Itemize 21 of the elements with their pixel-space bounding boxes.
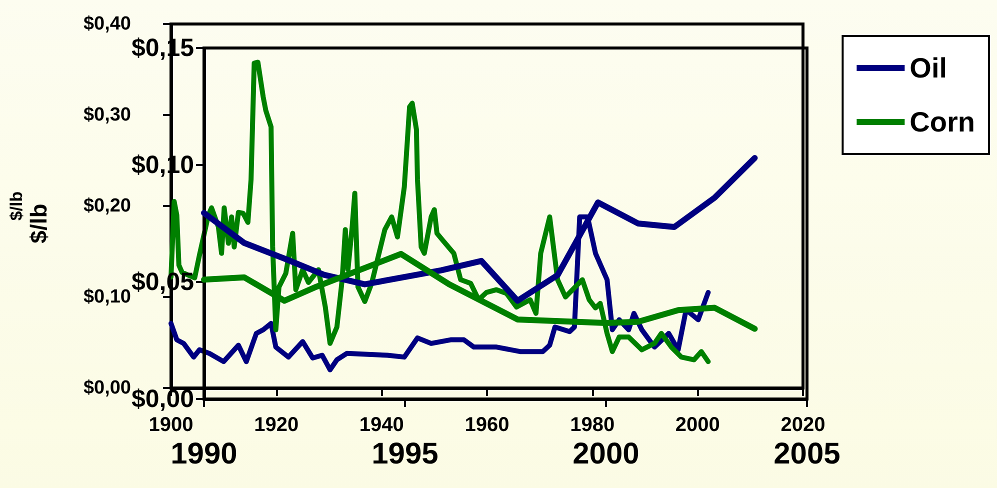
y-tick-label: $0,30 bbox=[83, 104, 131, 126]
x-tick-label: 1960 bbox=[464, 414, 510, 436]
legend-label: Oil bbox=[910, 52, 948, 84]
y-tick-label: $0,00 bbox=[131, 385, 194, 413]
y-axis-title: $/lb bbox=[7, 191, 26, 221]
x-tick-label: 1995 bbox=[372, 438, 438, 470]
y-tick-label: $0,40 bbox=[83, 14, 131, 34]
x-tick-label: 1990 bbox=[170, 438, 238, 470]
x-tick-label: 2005 bbox=[774, 438, 840, 470]
y-axis-title: $/lb bbox=[26, 204, 52, 244]
y-tick-label: $0,10 bbox=[83, 286, 131, 308]
y-tick-label: $0,20 bbox=[83, 196, 131, 216]
x-tick-label: 1940 bbox=[359, 414, 404, 436]
legend-label: Corn bbox=[910, 106, 976, 138]
y-tick-label: $0,00 bbox=[83, 378, 131, 398]
x-tick-label: 2000 bbox=[572, 438, 640, 470]
x-tick-label: 1920 bbox=[254, 414, 299, 436]
x-tick-label: 1980 bbox=[570, 414, 615, 436]
x-tick-label: 2020 bbox=[780, 414, 826, 436]
x-tick-label: 2000 bbox=[675, 414, 720, 436]
x-tick-label: 1900 bbox=[148, 414, 194, 436]
